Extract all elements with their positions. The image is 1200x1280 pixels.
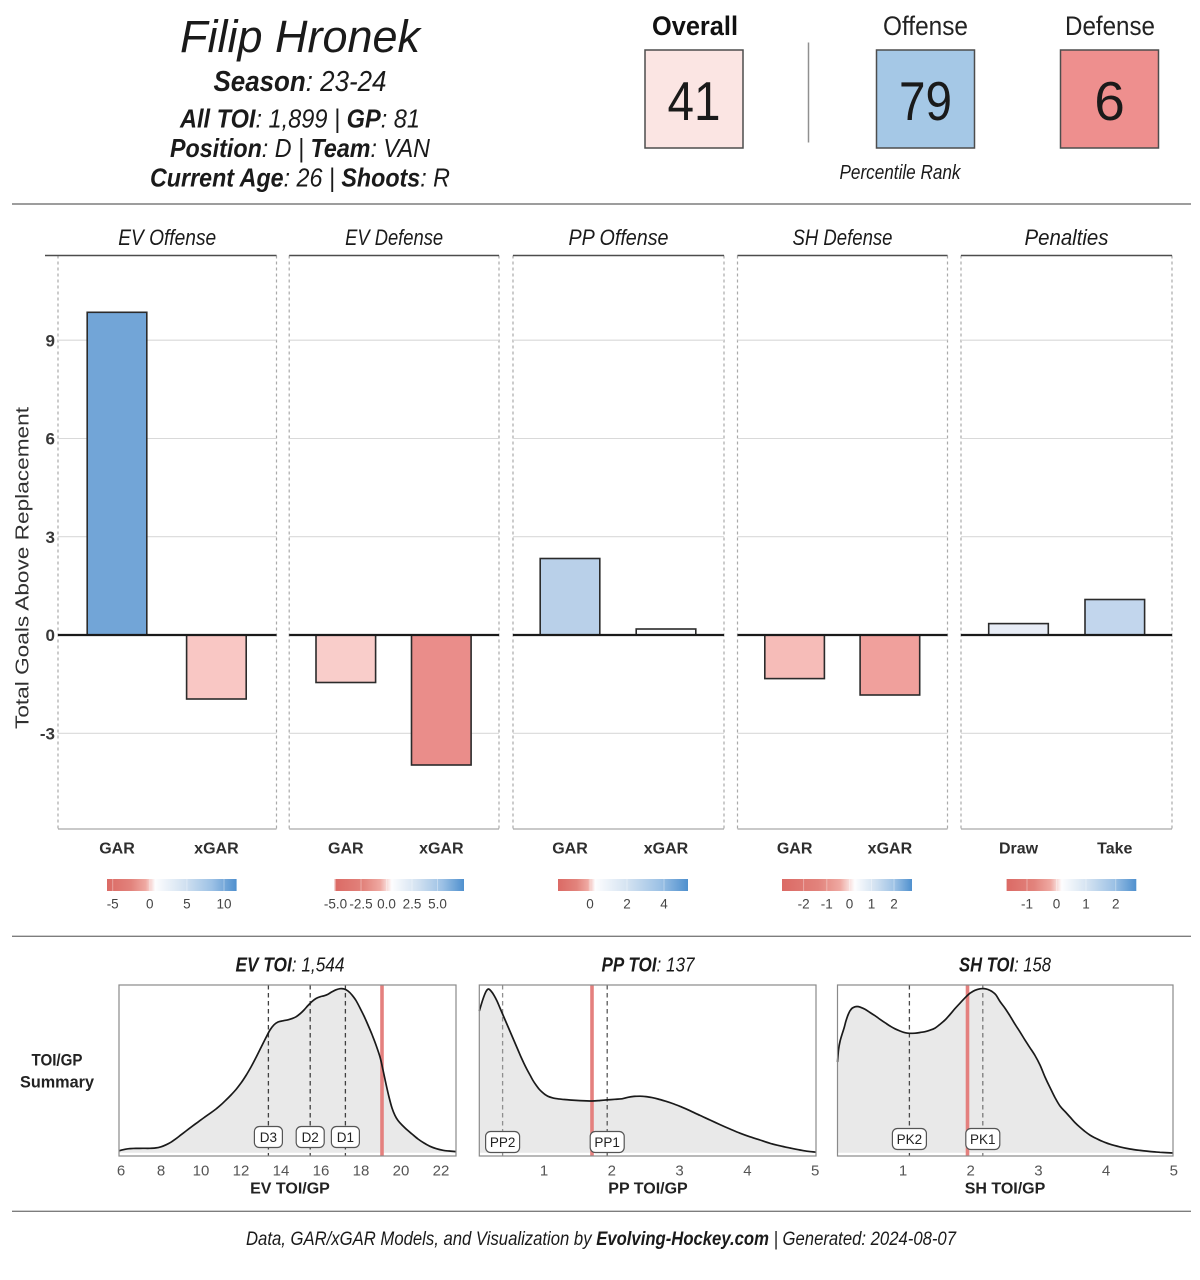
svg-text:Percentile Rank: Percentile Rank <box>840 162 962 184</box>
svg-text:Take: Take <box>1097 841 1132 858</box>
svg-text:3: 3 <box>675 1163 683 1180</box>
svg-text:EV Offense: EV Offense <box>118 225 216 250</box>
svg-text:-2.5: -2.5 <box>349 897 372 912</box>
svg-text:GAR: GAR <box>552 841 588 858</box>
svg-text:EV TOI/GP: EV TOI/GP <box>250 1181 330 1198</box>
svg-text:20: 20 <box>393 1163 410 1180</box>
svg-text:0: 0 <box>1053 897 1061 912</box>
svg-text:-3: -3 <box>40 725 55 744</box>
svg-text:xGAR: xGAR <box>644 841 689 858</box>
svg-text:D1: D1 <box>337 1130 354 1145</box>
svg-text:0: 0 <box>146 897 154 912</box>
svg-text:xGAR: xGAR <box>868 841 913 858</box>
svg-text:4: 4 <box>743 1163 751 1180</box>
svg-text:22: 22 <box>433 1163 450 1180</box>
svg-text:xGAR: xGAR <box>194 841 239 858</box>
svg-text:GAR: GAR <box>777 841 813 858</box>
svg-text:-1: -1 <box>1021 897 1033 912</box>
svg-text:Penalties: Penalties <box>1025 225 1109 250</box>
svg-text:PP2: PP2 <box>490 1135 516 1150</box>
svg-text:41: 41 <box>668 70 721 132</box>
svg-text:4: 4 <box>660 897 668 912</box>
svg-text:EV Defense: EV Defense <box>345 225 443 250</box>
svg-text:Summary: Summary <box>20 1073 95 1092</box>
svg-text:6: 6 <box>117 1163 125 1180</box>
svg-text:Draw: Draw <box>999 841 1039 858</box>
svg-text:TOI/GP: TOI/GP <box>32 1051 83 1070</box>
svg-text:6: 6 <box>46 430 55 449</box>
svg-text:Current Age: 26 | Shoots: R: Current Age: 26 | Shoots: R <box>150 162 450 192</box>
svg-text:PP TOI/GP: PP TOI/GP <box>608 1181 688 1198</box>
svg-text:16: 16 <box>313 1163 330 1180</box>
svg-text:9: 9 <box>46 331 55 350</box>
svg-text:79: 79 <box>899 70 952 132</box>
svg-text:Total Goals Above Replacement: Total Goals Above Replacement <box>12 407 33 729</box>
svg-text:PP Offense: PP Offense <box>569 225 669 250</box>
svg-text:5.0: 5.0 <box>428 897 447 912</box>
svg-text:GAR: GAR <box>328 841 364 858</box>
svg-text:0.0: 0.0 <box>377 897 396 912</box>
svg-text:Filip Hronek: Filip Hronek <box>180 11 422 62</box>
svg-text:2: 2 <box>890 897 898 912</box>
svg-text:-1: -1 <box>821 897 833 912</box>
svg-text:0: 0 <box>846 897 854 912</box>
svg-text:10: 10 <box>216 897 231 912</box>
svg-text:PP TOI: 137: PP TOI: 137 <box>602 955 696 977</box>
svg-text:2: 2 <box>623 897 631 912</box>
svg-text:1: 1 <box>1082 897 1090 912</box>
svg-text:3: 3 <box>1034 1163 1042 1180</box>
svg-text:6: 6 <box>1094 70 1125 132</box>
svg-text:2: 2 <box>1112 897 1120 912</box>
svg-text:PP1: PP1 <box>594 1135 620 1150</box>
svg-text:4: 4 <box>1102 1163 1110 1180</box>
svg-text:PK2: PK2 <box>897 1132 923 1147</box>
svg-text:12: 12 <box>233 1163 250 1180</box>
svg-text:1: 1 <box>899 1163 907 1180</box>
svg-text:0: 0 <box>586 897 594 912</box>
svg-text:Offense: Offense <box>883 11 968 41</box>
svg-text:All TOI: 1,899 | GP: 81: All TOI: 1,899 | GP: 81 <box>179 104 420 134</box>
svg-text:5: 5 <box>1170 1163 1178 1180</box>
svg-text:D3: D3 <box>260 1130 277 1145</box>
svg-text:PK1: PK1 <box>970 1132 996 1147</box>
svg-text:SH TOI/GP: SH TOI/GP <box>965 1181 1046 1198</box>
svg-text:D2: D2 <box>302 1130 319 1145</box>
svg-text:Season: 23-24: Season: 23-24 <box>214 66 387 98</box>
svg-text:SH TOI: 158: SH TOI: 158 <box>959 955 1051 977</box>
svg-text:5: 5 <box>811 1163 819 1180</box>
svg-text:SH Defense: SH Defense <box>793 225 893 250</box>
svg-text:2: 2 <box>967 1163 975 1180</box>
svg-text:0: 0 <box>46 626 55 645</box>
svg-text:EV TOI: 1,544: EV TOI: 1,544 <box>236 955 345 977</box>
svg-text:18: 18 <box>353 1163 370 1180</box>
svg-text:2: 2 <box>608 1163 616 1180</box>
svg-text:xGAR: xGAR <box>419 841 464 858</box>
svg-text:3: 3 <box>46 528 55 547</box>
svg-text:8: 8 <box>157 1163 165 1180</box>
svg-text:-2: -2 <box>798 897 810 912</box>
svg-text:Position: D | Team: VAN: Position: D | Team: VAN <box>170 133 430 163</box>
svg-text:5: 5 <box>183 897 191 912</box>
svg-text:-5.0: -5.0 <box>324 897 347 912</box>
svg-text:Data, GAR/xGAR Models, and Vis: Data, GAR/xGAR Models, and Visualization… <box>246 1228 957 1250</box>
svg-text:Defense: Defense <box>1065 11 1155 41</box>
svg-text:2.5: 2.5 <box>403 897 422 912</box>
svg-text:1: 1 <box>540 1163 548 1180</box>
svg-text:10: 10 <box>193 1163 210 1180</box>
svg-text:Overall: Overall <box>652 11 738 41</box>
svg-text:GAR: GAR <box>99 841 135 858</box>
svg-text:-5: -5 <box>107 897 119 912</box>
svg-text:1: 1 <box>868 897 876 912</box>
svg-text:14: 14 <box>273 1163 290 1180</box>
